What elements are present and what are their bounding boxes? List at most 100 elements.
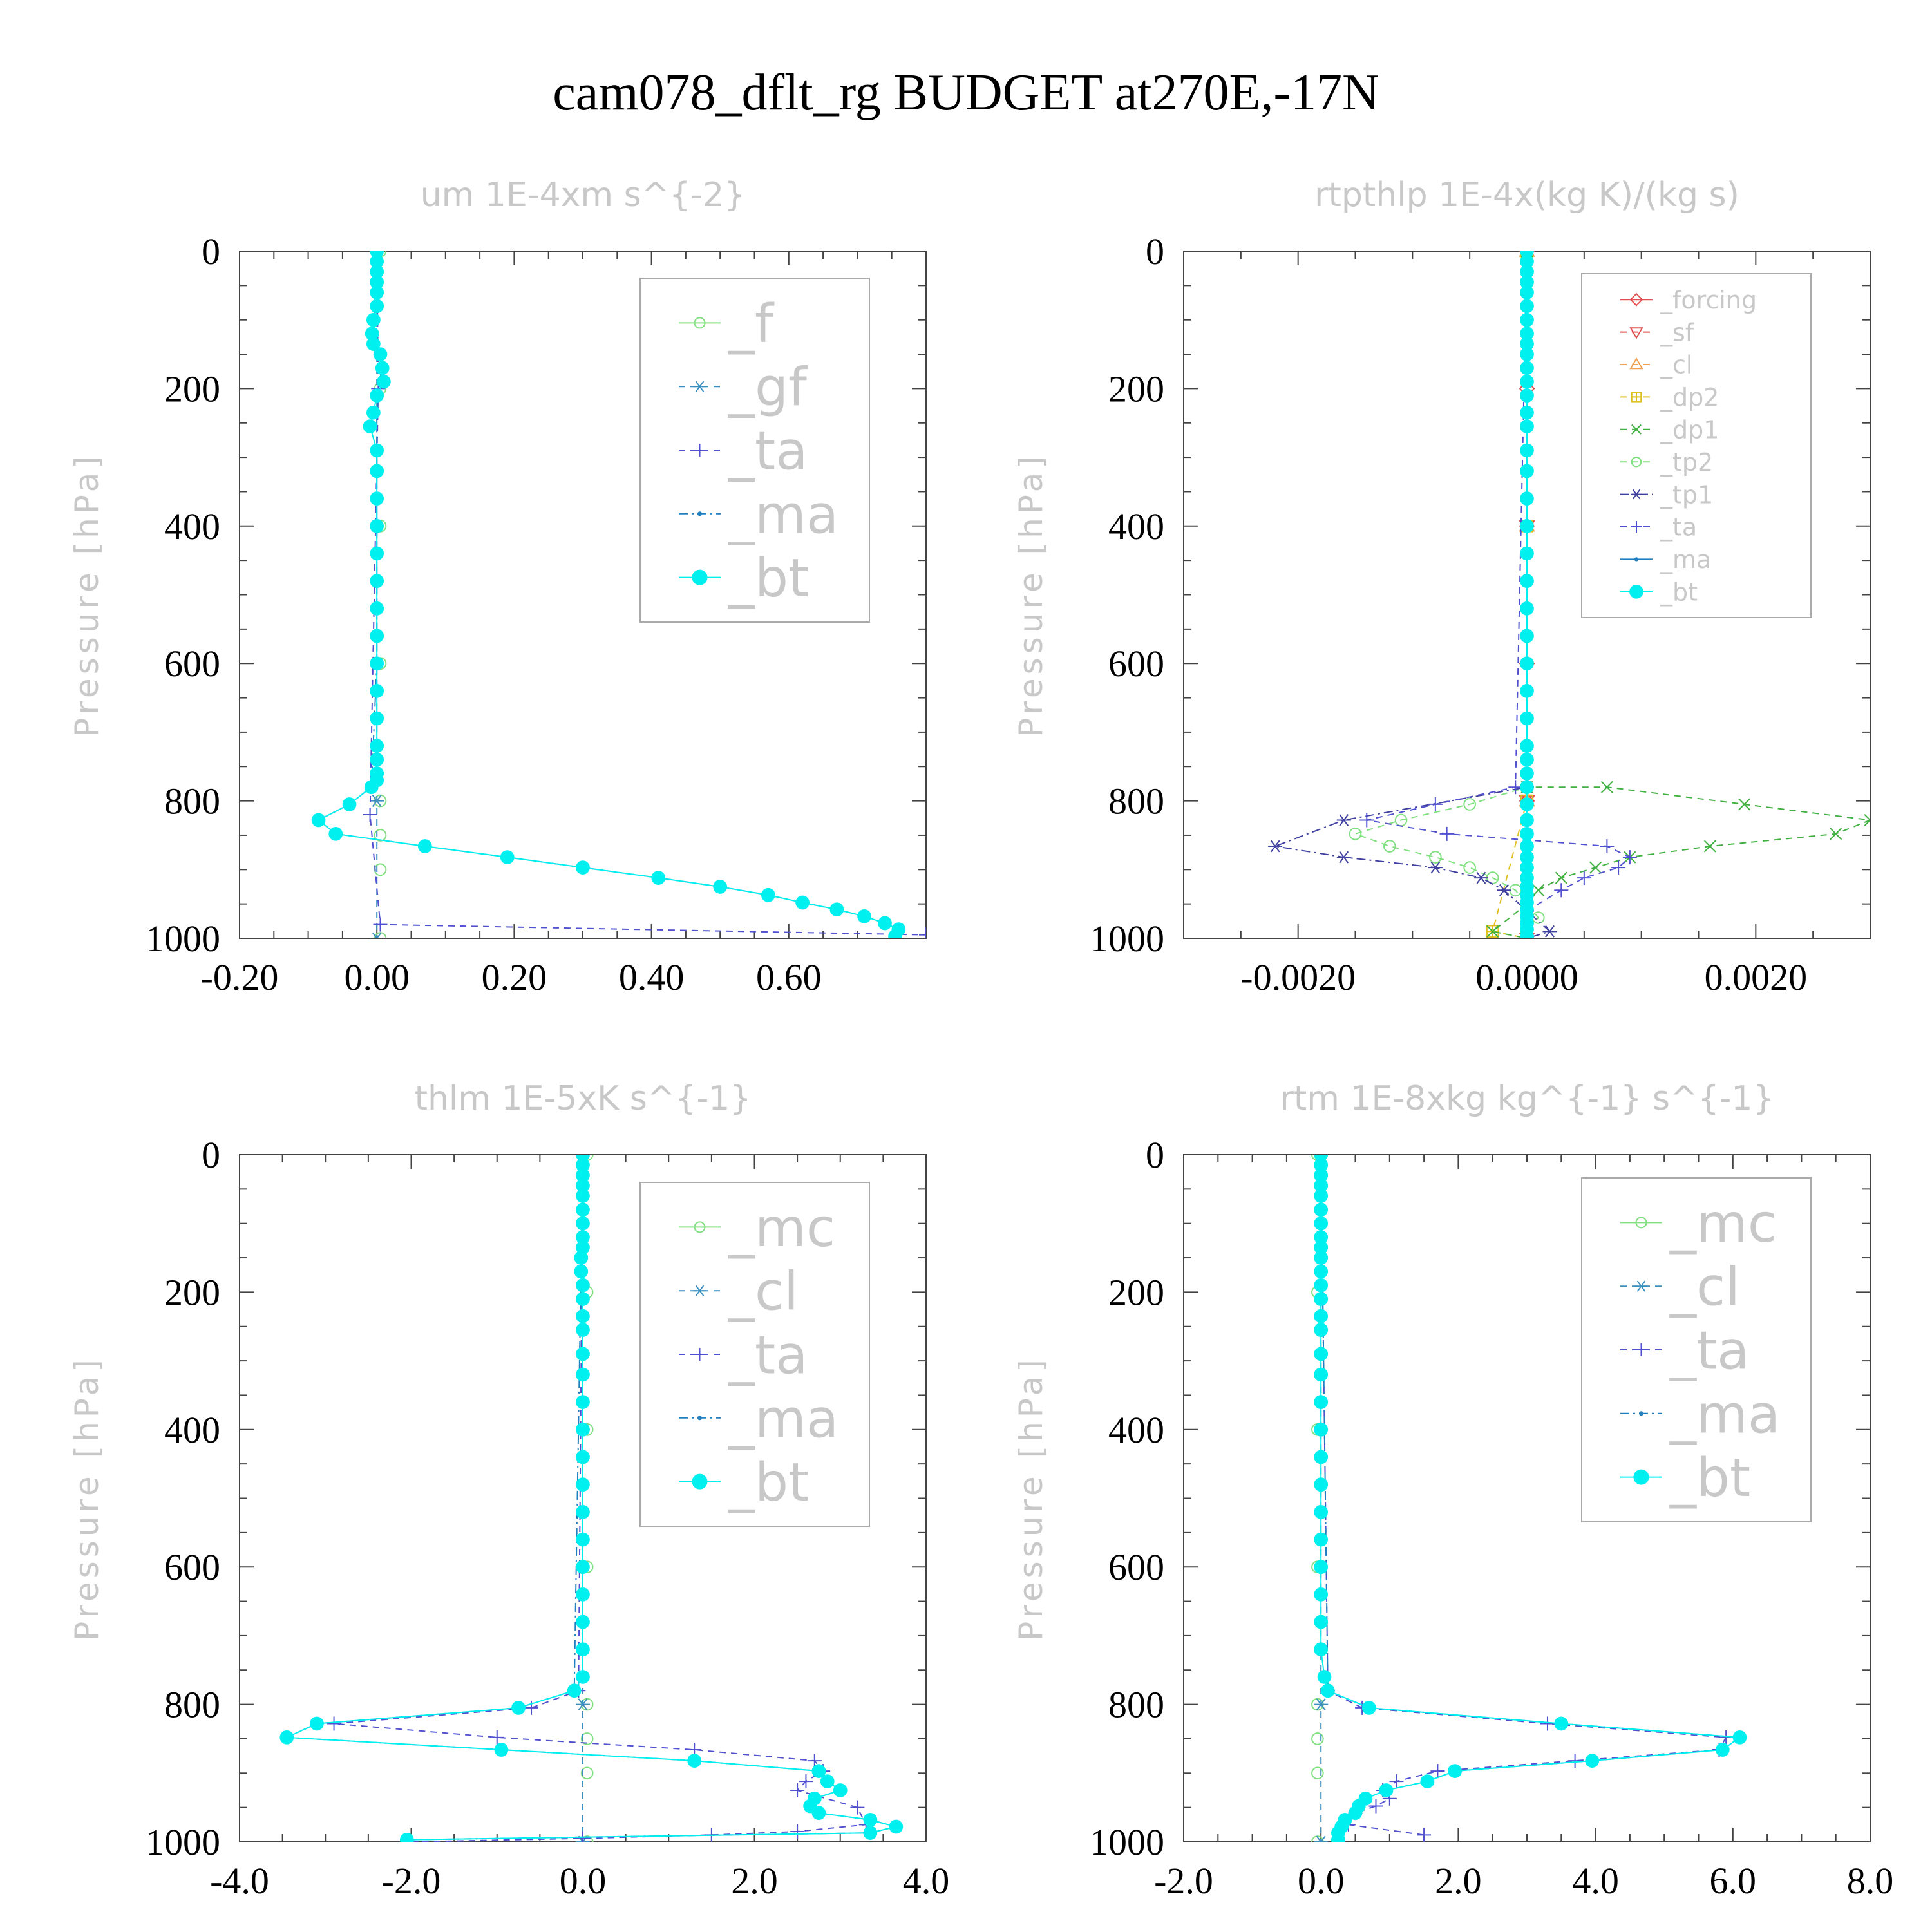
data-point — [1314, 1532, 1329, 1547]
data-point — [1520, 739, 1534, 753]
legend-marker — [1631, 392, 1642, 402]
data-point — [1520, 491, 1534, 506]
data-point — [576, 1216, 590, 1231]
data-point — [375, 361, 390, 375]
y-tick-label: 0 — [1146, 1134, 1164, 1176]
data-point — [363, 419, 377, 433]
x-tick-label: 0.40 — [619, 956, 685, 998]
series-line — [1353, 251, 1540, 932]
legend-box — [1581, 1177, 1812, 1522]
x-tick-label: -2.0 — [1154, 1860, 1213, 1902]
y-tick-label: 400 — [164, 506, 220, 547]
data-point — [373, 917, 388, 932]
data-point — [1486, 925, 1499, 938]
data-point — [370, 491, 384, 506]
x-tick-label: 0.20 — [482, 956, 547, 998]
data-point — [863, 1813, 878, 1827]
data-point — [1359, 813, 1374, 828]
data-point — [327, 1716, 341, 1731]
data-point — [370, 574, 384, 589]
data-point — [1600, 781, 1613, 793]
panel-title: rtpthlp 1E-4x(kg K)/(kg s) — [1314, 176, 1739, 214]
y-tick-label: 600 — [1108, 643, 1164, 685]
data-point — [1314, 1347, 1329, 1361]
legend-label: _ta — [728, 421, 808, 482]
legend-label: _ta — [728, 1325, 808, 1387]
legend-label: _dp1 — [1660, 415, 1719, 444]
data-point — [576, 1202, 590, 1217]
series-line — [1491, 251, 1870, 938]
figure-title: cam078_dflt_rg BUDGET at270E,-17N — [553, 64, 1379, 121]
data-point — [576, 1698, 590, 1710]
data-point — [580, 1766, 594, 1780]
data-point — [1555, 871, 1567, 884]
legend-label: _mc — [1669, 1193, 1777, 1255]
data-point — [580, 1732, 594, 1745]
data-point — [366, 312, 381, 327]
data-point — [1520, 797, 1534, 811]
data-point — [1314, 1477, 1329, 1492]
legend-marker — [1634, 557, 1639, 562]
data-point — [576, 1477, 590, 1492]
data-point — [576, 1532, 590, 1547]
y-tick-label: 0 — [1146, 231, 1164, 272]
data-point — [1540, 1716, 1555, 1731]
legend-item-cl: _cl — [679, 1262, 799, 1323]
data-point — [833, 1783, 848, 1797]
data-point — [576, 1831, 590, 1842]
data-point — [370, 546, 384, 561]
plot-area — [279, 1155, 904, 1842]
data-point — [1331, 1832, 1345, 1842]
data-point — [1715, 1743, 1730, 1757]
data-point — [576, 1395, 590, 1409]
x-tick-label: 2.0 — [1435, 1860, 1482, 1902]
data-point — [1520, 518, 1534, 533]
y-tick-label: 200 — [1108, 368, 1164, 410]
data-point — [795, 895, 810, 910]
legend-marker — [1634, 1343, 1648, 1356]
legend-marker — [693, 444, 706, 457]
legend-label: _ma — [728, 1388, 838, 1450]
x-tick-label: 0.0 — [1298, 1860, 1345, 1902]
data-point — [1314, 1615, 1329, 1629]
plot-area — [311, 251, 926, 938]
data-point — [1532, 884, 1545, 896]
data-point — [1428, 797, 1443, 811]
data-point — [366, 337, 381, 351]
data-point — [1361, 1701, 1376, 1715]
data-point — [1314, 1278, 1329, 1293]
data-point — [888, 929, 902, 938]
y-axis-label: Pressure [hPa] — [1012, 1356, 1050, 1641]
x-tick-label: 6.0 — [1710, 1860, 1757, 1902]
data-point — [1738, 798, 1751, 811]
legend-label: _cl — [1660, 351, 1692, 379]
legend-marker — [1633, 1469, 1649, 1485]
data-point — [1314, 1560, 1329, 1575]
data-point — [1463, 798, 1476, 811]
data-point — [1520, 711, 1534, 726]
legend-label: _sf — [1660, 318, 1695, 346]
data-point — [576, 1587, 590, 1602]
data-point — [576, 1278, 590, 1293]
data-point — [1600, 839, 1615, 854]
data-point — [576, 1422, 590, 1437]
data-point — [1314, 1292, 1329, 1306]
legend: _mc_cl_ta_ma_bt — [639, 1182, 870, 1527]
y-tick-label: 600 — [164, 1546, 220, 1588]
x-tick-label: 0.0 — [560, 1860, 607, 1902]
legend-label: _ma — [1660, 545, 1711, 574]
data-point — [370, 629, 384, 643]
y-tick-label: 0 — [202, 1134, 220, 1176]
data-point — [366, 405, 381, 420]
legend-item-bt: _bt — [1620, 1448, 1750, 1509]
data-point — [1520, 629, 1534, 643]
legend-box — [639, 278, 870, 623]
data-point — [1348, 1806, 1363, 1821]
data-point — [1520, 443, 1534, 458]
data-point — [576, 1309, 590, 1323]
legend-marker — [1631, 457, 1642, 468]
legend-item-cl: _cl — [1620, 1257, 1740, 1318]
data-point — [370, 518, 384, 533]
legend-marker — [1635, 1217, 1647, 1229]
data-point — [576, 1642, 590, 1657]
